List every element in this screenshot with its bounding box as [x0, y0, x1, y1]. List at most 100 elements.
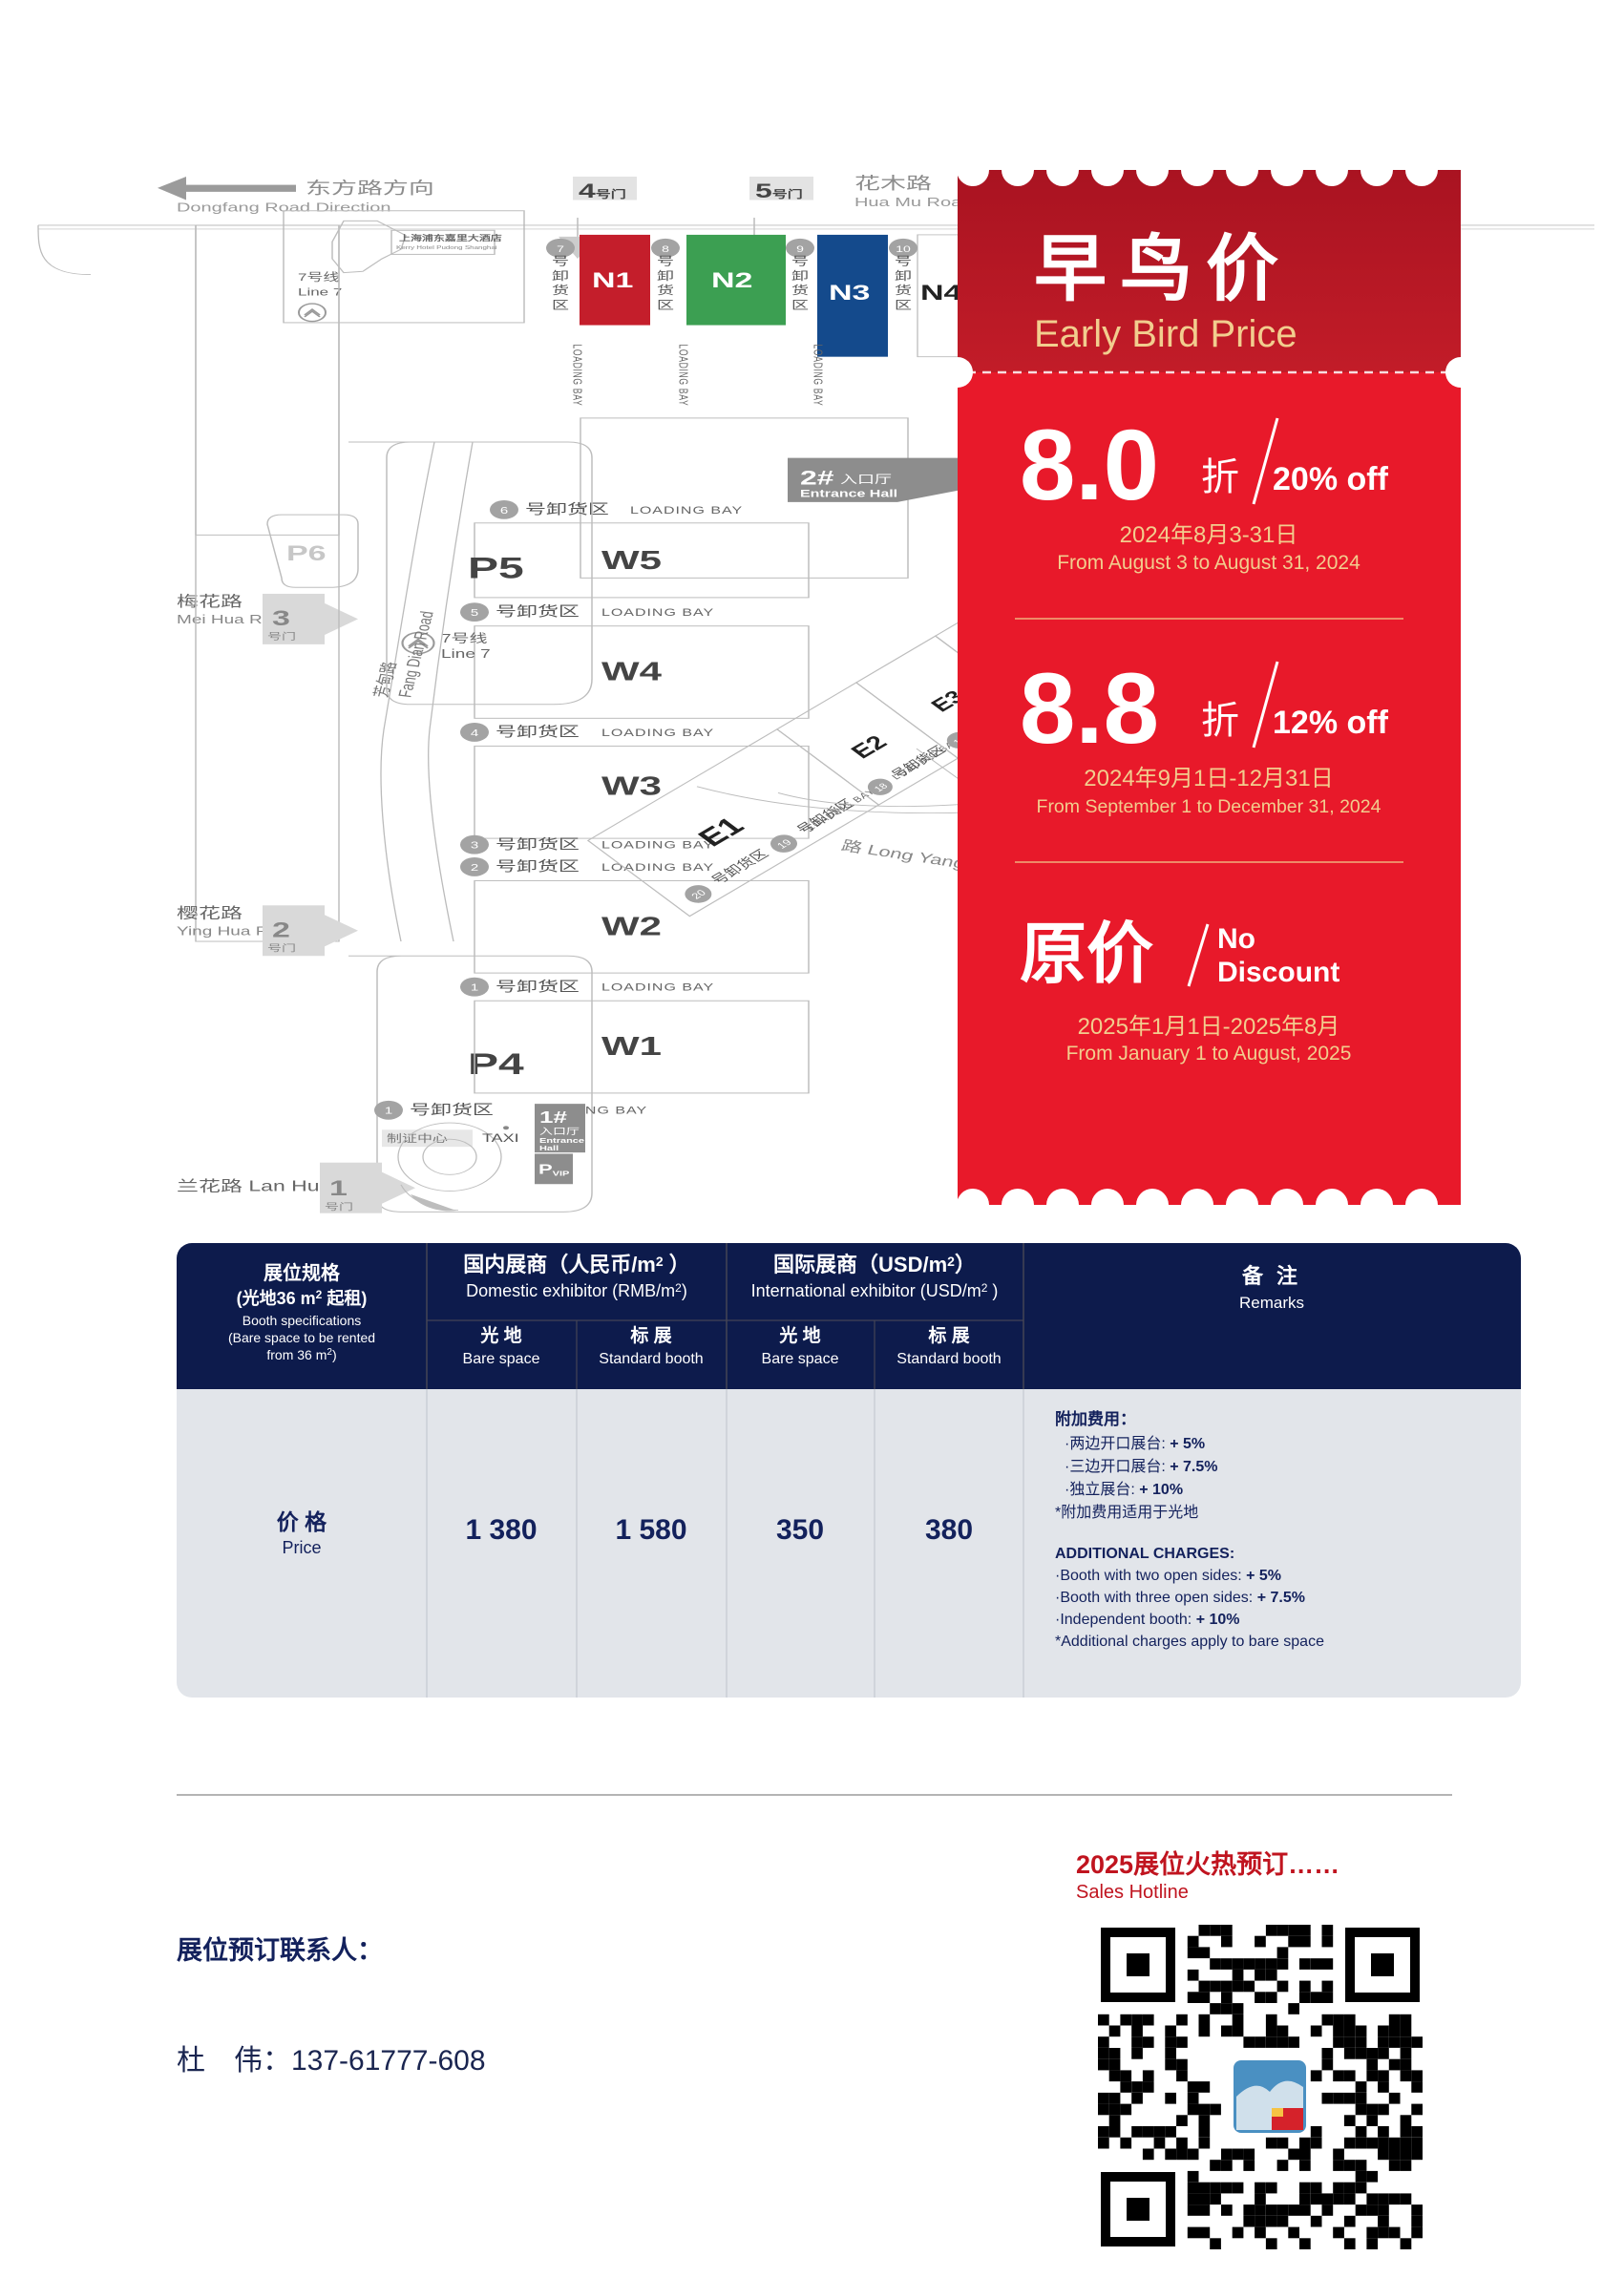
- svg-text:*Additional charges apply to b: *Additional charges apply to bare space: [1055, 1634, 1324, 1650]
- svg-text:Line 7: Line 7: [441, 647, 491, 661]
- svg-text:卸: 卸: [791, 270, 809, 283]
- svg-text:ADDITIONAL CHARGES:: ADDITIONAL CHARGES:: [1055, 1546, 1234, 1562]
- svg-text:Line 7: Line 7: [298, 286, 342, 298]
- svg-text:P6: P6: [286, 541, 327, 565]
- svg-text:光 地: 光 地: [479, 1324, 521, 1346]
- svg-text:货: 货: [552, 285, 569, 297]
- svg-text:Standard booth: Standard booth: [896, 1351, 1001, 1367]
- svg-text:货: 货: [895, 285, 912, 297]
- svg-text:2: 2: [272, 918, 290, 942]
- svg-text:号卸货区: 号卸货区: [708, 848, 772, 888]
- svg-text:350: 350: [776, 1514, 824, 1546]
- svg-text:Hall: Hall: [539, 1145, 559, 1152]
- svg-text:LOADING BAY: LOADING BAY: [570, 344, 583, 406]
- svg-text:号: 号: [552, 256, 569, 268]
- svg-text:号卸货区: 号卸货区: [496, 979, 580, 994]
- svg-text:货: 货: [657, 285, 674, 297]
- svg-text:Domestic exhibitor (RMB/m2): Domestic exhibitor (RMB/m2): [466, 1281, 687, 1300]
- svg-text:LOADING BAY: LOADING BAY: [630, 504, 743, 516]
- svg-text:标 展: 标 展: [630, 1325, 671, 1346]
- svg-text:2: 2: [471, 862, 478, 874]
- svg-text:From August 3 to August 31, 20: From August 3 to August 31, 2024: [1057, 552, 1360, 574]
- svg-text:6: 6: [500, 504, 508, 516]
- svg-text:Entrance: Entrance: [539, 1137, 584, 1145]
- svg-text:5: 5: [471, 607, 478, 619]
- svg-text:号卸货区: 号卸货区: [793, 797, 857, 837]
- svg-text:东方路方向: 东方路方向: [306, 178, 434, 197]
- svg-text:国际展商（USD/m2）: 国际展商（USD/m2）: [773, 1253, 976, 1276]
- svg-text:杜 伟：137-61777-608: 杜 伟：137-61777-608: [177, 2045, 486, 2077]
- svg-text:(Bare space to be rented: (Bare space to be rented: [228, 1330, 375, 1345]
- svg-text:8.8: 8.8: [1020, 653, 1159, 765]
- svg-text:LOADING BAY: LOADING BAY: [811, 344, 824, 406]
- svg-text:区: 区: [791, 299, 809, 311]
- svg-text:·Independent booth: + 10%: ·Independent booth: + 10%: [1055, 1612, 1240, 1628]
- svg-text:International exhibitor (USD/m: International exhibitor (USD/m2 ): [751, 1281, 999, 1300]
- svg-text:·独立展台: + 10%: ·独立展台: + 10%: [1065, 1481, 1183, 1498]
- svg-text:E2: E2: [846, 731, 893, 762]
- svg-text:W2: W2: [601, 911, 662, 940]
- svg-text:LOADING BAY: LOADING BAY: [601, 839, 714, 851]
- svg-text:20% off: 20% off: [1273, 461, 1389, 497]
- svg-text:卸: 卸: [657, 270, 674, 283]
- svg-text:区: 区: [657, 299, 674, 311]
- svg-text:号: 号: [657, 256, 674, 268]
- svg-text:展位规格: 展位规格: [264, 1261, 341, 1284]
- svg-text:号门: 号门: [267, 631, 296, 643]
- svg-text:W5: W5: [601, 545, 662, 575]
- svg-text:号: 号: [791, 256, 809, 268]
- svg-text:光 地: 光 地: [778, 1324, 820, 1346]
- svg-text:12% off: 12% off: [1273, 705, 1389, 741]
- svg-text:Bare space: Bare space: [762, 1351, 839, 1367]
- svg-text:·Booth with two open sides: +: ·Booth with two open sides: + 5%: [1055, 1568, 1281, 1584]
- svg-text:Price: Price: [282, 1538, 321, 1557]
- svg-text:*附加费用适用于光地: *附加费用适用于光地: [1055, 1504, 1198, 1521]
- svg-text:7号线: 7号线: [441, 632, 488, 645]
- svg-text:梅花路: 梅花路: [177, 594, 243, 610]
- svg-text:折: 折: [1201, 700, 1239, 742]
- svg-text:N3: N3: [829, 282, 870, 306]
- svg-text:备 注: 备 注: [1241, 1264, 1301, 1288]
- svg-text:1: 1: [471, 981, 478, 993]
- svg-text:2025年1月1日-2025年8月: 2025年1月1日-2025年8月: [1078, 1014, 1340, 1040]
- svg-text:P4: P4: [468, 1046, 524, 1081]
- svg-text:展位预订联系人：: 展位预订联系人：: [177, 1935, 383, 1965]
- svg-text:标 展: 标 展: [928, 1325, 969, 1346]
- svg-text:2024年9月1日-12月31日: 2024年9月1日-12月31日: [1084, 766, 1333, 791]
- svg-text:Early Bird Price: Early Bird Price: [1034, 313, 1297, 355]
- svg-text:花木路: 花木路: [854, 174, 932, 193]
- svg-text:1 380: 1 380: [465, 1514, 537, 1546]
- svg-text:7号线: 7号线: [298, 271, 339, 284]
- svg-text:W4: W4: [601, 657, 662, 686]
- svg-text:号卸货区: 号卸货区: [496, 836, 580, 852]
- svg-text:1: 1: [385, 1105, 392, 1116]
- svg-text:折: 折: [1201, 456, 1239, 498]
- svg-text:号卸货区: 号卸货区: [496, 858, 580, 874]
- svg-text:号卸货区: 号卸货区: [525, 501, 609, 517]
- svg-text:From September 1 to December 3: From September 1 to December 31, 2024: [1037, 796, 1381, 817]
- svg-text:号卸货区: 号卸货区: [496, 724, 580, 739]
- svg-text:LOADING BAY: LOADING BAY: [676, 344, 689, 406]
- svg-text:10: 10: [896, 243, 911, 254]
- svg-text:Sales Hotline: Sales Hotline: [1076, 1882, 1189, 1903]
- svg-text:号卸货区: 号卸货区: [888, 744, 949, 782]
- svg-text:早鸟价: 早鸟价: [1034, 229, 1292, 310]
- svg-text:From January 1 to August, 2025: From January 1 to August, 2025: [1066, 1043, 1352, 1065]
- svg-text:7: 7: [557, 243, 564, 254]
- svg-text:1: 1: [329, 1177, 348, 1201]
- svg-text:Entrance Hall: Entrance Hall: [800, 488, 897, 499]
- svg-text:入口厅: 入口厅: [840, 474, 892, 486]
- svg-text:LOADING BAY: LOADING BAY: [601, 728, 714, 739]
- svg-text:Hua Mu Road: Hua Mu Road: [854, 195, 972, 209]
- svg-text:LOADING BAY: LOADING BAY: [601, 981, 714, 993]
- svg-text:N1: N1: [592, 268, 633, 292]
- svg-text:4: 4: [471, 728, 478, 739]
- svg-text:N2: N2: [711, 268, 752, 292]
- svg-text:(光地36 m2 起租): (光地36 m2 起租): [237, 1288, 368, 1308]
- svg-text:樱花路: 樱花路: [177, 905, 243, 921]
- svg-text:W3: W3: [601, 770, 662, 800]
- svg-text:价 格: 价 格: [277, 1509, 327, 1534]
- svg-text:LOADING BAY: LOADING BAY: [601, 607, 714, 619]
- svg-text:号门: 号门: [325, 1201, 353, 1213]
- svg-text:380: 380: [925, 1514, 973, 1546]
